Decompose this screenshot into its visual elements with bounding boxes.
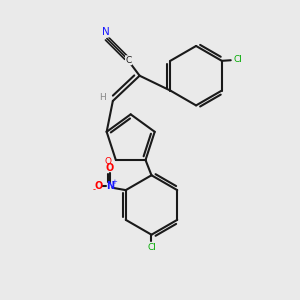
Text: O: O [104, 157, 111, 166]
Text: O: O [94, 181, 103, 191]
Text: Cl: Cl [147, 243, 156, 252]
Text: C: C [125, 56, 132, 65]
Text: N: N [106, 181, 114, 191]
Text: Cl: Cl [234, 56, 243, 64]
Text: O: O [106, 164, 114, 173]
Text: +: + [111, 179, 117, 185]
Text: -: - [93, 186, 96, 195]
Text: H: H [99, 94, 106, 103]
Text: N: N [101, 27, 109, 37]
